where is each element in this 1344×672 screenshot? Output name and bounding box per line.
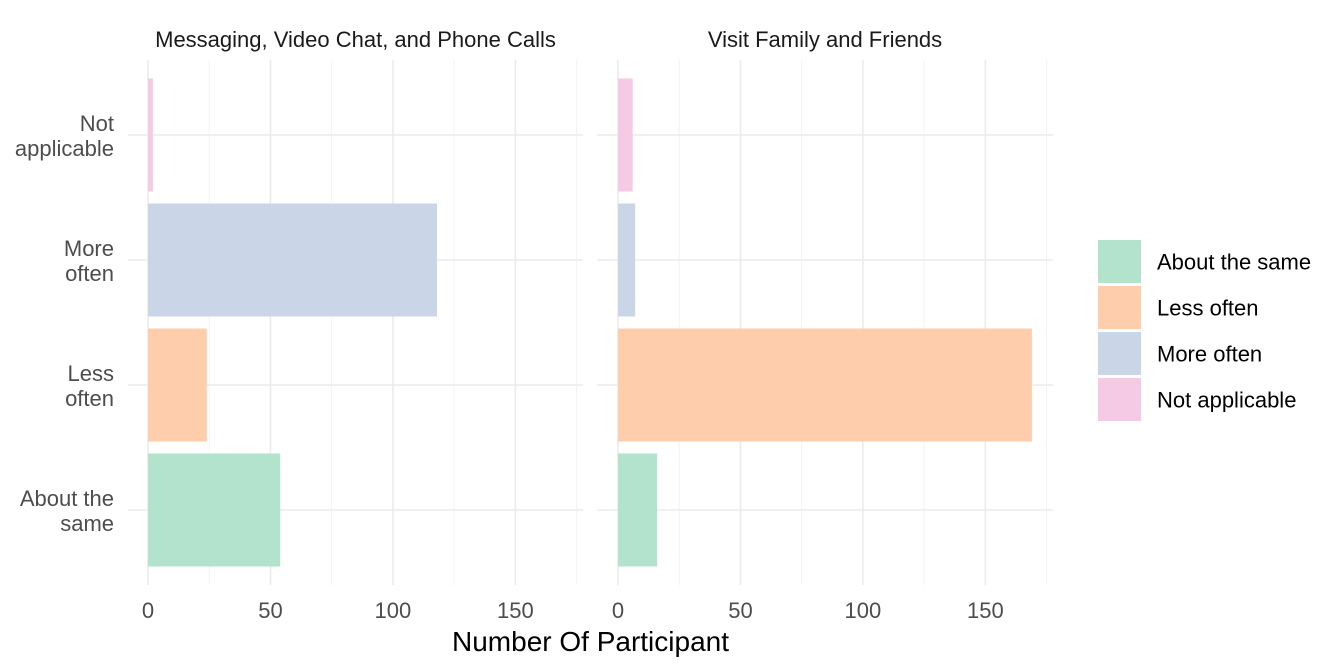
bar-not-applicable (618, 78, 633, 192)
facet-title: Visit Family and Friends (708, 27, 942, 52)
legend-label: About the same (1157, 250, 1311, 275)
y-axis: About the same Less often More often Not applic… (15, 111, 114, 536)
x-tick-label: 0 (142, 598, 154, 623)
legend: About the same Less often More often Not ap… (1098, 240, 1311, 421)
bar-about-the-same (618, 453, 658, 567)
x-tick-label: 150 (497, 598, 534, 623)
bar-about-the-same (148, 453, 281, 567)
y-tick-label: About the same (20, 486, 114, 536)
x-tick-label: 0 (612, 598, 624, 623)
x-tick-label: 50 (258, 598, 282, 623)
bar-less-often (618, 328, 1032, 442)
bar-more-often (618, 203, 636, 317)
x-tick-label: 100 (375, 598, 412, 623)
legend-key-about-the-same (1098, 240, 1141, 283)
y-tick-label: More often (64, 236, 114, 286)
x-tick-label: 100 (845, 598, 882, 623)
y-tick-label: Not applicable (15, 111, 114, 161)
bar-more-often (148, 203, 437, 317)
x-tick-label: 50 (728, 598, 752, 623)
facet-title: Messaging, Video Chat, and Phone Calls (155, 27, 556, 52)
facet-panel-1: 0 50 100 150 Messaging, Video Chat, and Phon… (128, 27, 583, 623)
legend-key-not-applicable (1098, 378, 1141, 421)
legend-key-more-often (1098, 332, 1141, 375)
legend-key-less-often (1098, 286, 1141, 329)
y-tick-label: Less often (65, 361, 114, 411)
facet-panel-2: 0 50 100 150 Visit Family and Friends (597, 27, 1053, 623)
x-tick-label: 150 (967, 598, 1004, 623)
legend-label: Less often (1157, 296, 1259, 321)
bar-not-applicable (148, 78, 153, 192)
facet-panels: 0 50 100 150 Messaging, Video Chat, and Phon… (128, 27, 1053, 623)
legend-label: Not applicable (1157, 388, 1296, 413)
x-axis-title: Number Of Participant (452, 626, 729, 657)
bar-less-often (148, 328, 207, 442)
legend-label: More often (1157, 342, 1262, 367)
